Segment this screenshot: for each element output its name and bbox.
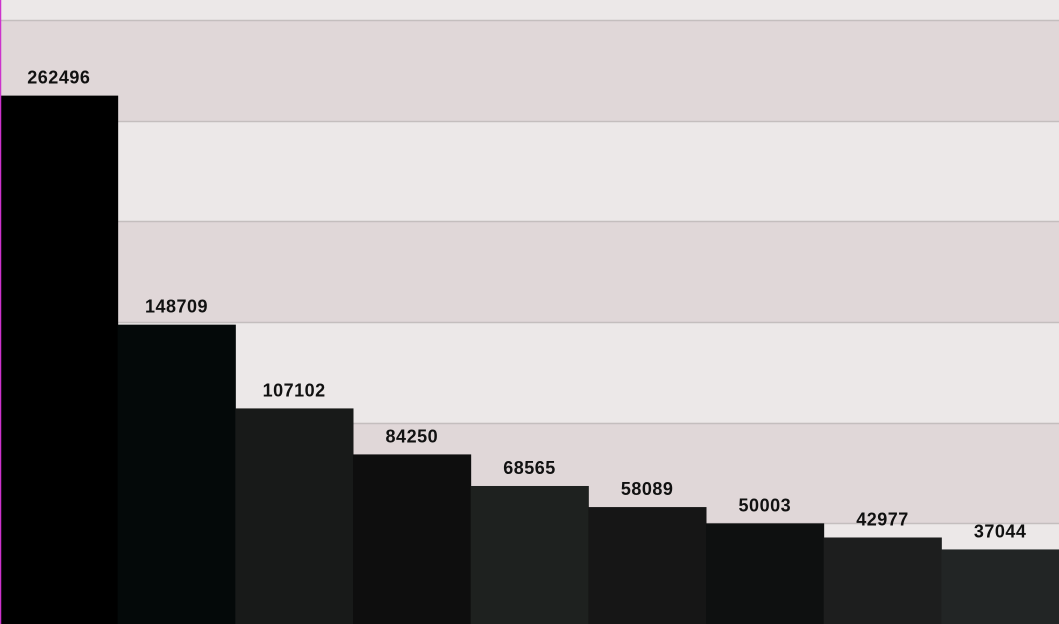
bar	[235, 408, 354, 624]
grid-band	[0, 0, 1059, 21]
bar-value-label: 42977	[856, 509, 909, 529]
bar-value-label: 58089	[621, 479, 674, 499]
bar-value-label: 68565	[503, 458, 556, 478]
bar-value-label: 84250	[386, 426, 439, 446]
grid-band	[0, 20, 1059, 121]
bar	[941, 549, 1059, 624]
bar	[588, 507, 707, 624]
bar	[0, 95, 119, 624]
bar-value-label: 262496	[27, 68, 90, 88]
bar	[706, 523, 825, 624]
bars	[0, 95, 1059, 624]
bar	[353, 454, 472, 624]
bar-value-label: 37044	[974, 521, 1027, 541]
bar-value-label: 50003	[739, 495, 792, 515]
bar-value-label: 148709	[145, 297, 208, 317]
bar-value-label: 107102	[263, 380, 326, 400]
grid-band	[0, 120, 1059, 222]
bar-value-labels: 262496 148709 107102 84250 68565 58089 50003 42…	[27, 68, 1026, 542]
bar	[117, 324, 236, 624]
bar	[823, 537, 942, 624]
grid-band	[0, 221, 1059, 323]
bar	[470, 485, 589, 624]
